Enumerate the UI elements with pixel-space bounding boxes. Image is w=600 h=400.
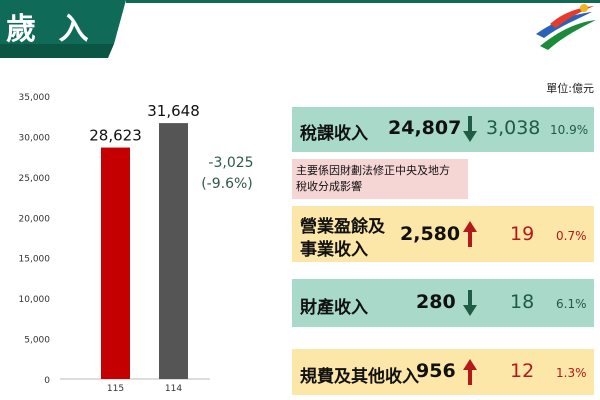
item-label-line-2: 事業收入	[300, 240, 368, 260]
logo-icon	[536, 4, 596, 50]
item-label-line-1: 營業盈餘及	[300, 217, 385, 237]
note-line-2: 稅收分成影響	[296, 180, 362, 193]
item-amount: 956	[416, 360, 456, 382]
header-banner	[0, 0, 600, 58]
y-tick-label: 20,000	[19, 214, 51, 224]
item-change: 12	[510, 360, 535, 382]
item-label: 規費及其他收入	[300, 367, 419, 387]
item-label: 財產收入	[300, 298, 368, 318]
bar-value-label: 28,623	[89, 127, 142, 145]
y-tick-label: 0	[44, 376, 50, 386]
bar-115	[101, 147, 130, 379]
item-label: 稅課收入	[300, 124, 368, 144]
y-tick-label: 5,000	[24, 336, 50, 346]
x-tick-label: 114	[165, 384, 182, 394]
item-change: 18	[510, 291, 535, 313]
item-pct: 10.9%	[550, 123, 589, 137]
page-title: 歲 入	[6, 12, 95, 47]
item-amount: 280	[416, 291, 456, 313]
y-tick-label: 25,000	[19, 174, 51, 184]
item-pct: 0.7%	[556, 229, 587, 243]
y-tick-label: 15,000	[19, 255, 51, 265]
diff-annotation-value: -3,025	[208, 155, 253, 171]
item-change: 3,038	[486, 117, 541, 139]
down-arrow-icon	[463, 290, 477, 316]
diff-annotation-pct: (-9.6%)	[201, 176, 253, 192]
bar-value-label: 31,648	[147, 102, 200, 120]
unit-label: 單位:億元	[546, 82, 594, 95]
y-tick-label: 10,000	[19, 295, 51, 305]
item-pct: 1.3%	[556, 366, 587, 380]
item-fees-other: 規費及其他收入 956 12 1.3%	[292, 349, 594, 395]
item-amount: 2,580	[400, 223, 461, 245]
item-note: 主要係因財劃法修正中央及地方 稅收分成影響	[292, 159, 468, 199]
x-tick-label: 115	[107, 384, 124, 394]
y-tick-label: 30,000	[19, 133, 51, 143]
y-tick-label: 35,000	[19, 93, 51, 103]
item-tax-revenue: 稅課收入 24,807 3,038 10.9%	[292, 107, 594, 152]
up-arrow-icon	[463, 221, 477, 247]
revenue-bar-chart: 0 5,000 10,000 15,000 20,000 25,000 30,000 35,0…	[19, 93, 254, 394]
item-pct: 6.1%	[556, 297, 587, 311]
note-line-1: 主要係因財劃法修正中央及地方	[296, 164, 450, 177]
item-business-surplus: 營業盈餘及 事業收入 2,580 19 0.7%	[292, 206, 594, 262]
item-property-income: 財產收入 280 18 6.1%	[292, 279, 594, 327]
down-arrow-icon	[463, 116, 477, 142]
up-arrow-icon	[463, 359, 477, 385]
item-amount: 24,807	[388, 117, 462, 139]
bar-114	[159, 123, 188, 379]
item-change: 19	[510, 223, 535, 245]
